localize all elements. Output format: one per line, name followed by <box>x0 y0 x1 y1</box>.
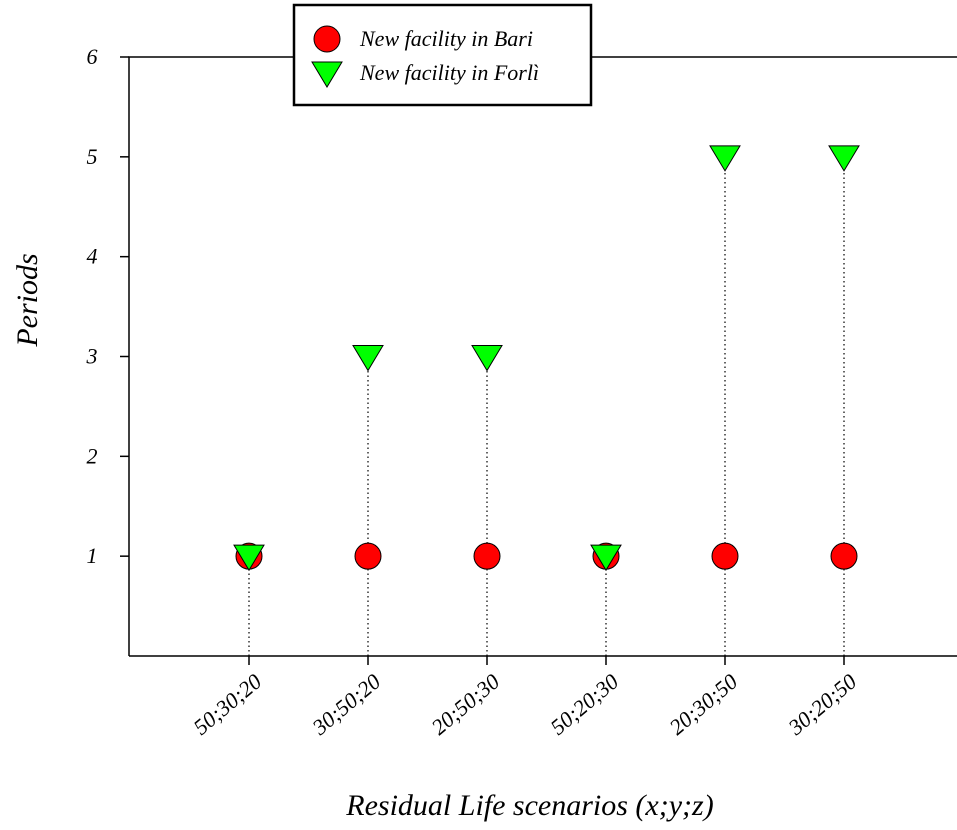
x-axis-title: Residual Life scenarios (x;y;z) <box>345 789 713 822</box>
x-tick-label: 20;30;50 <box>664 669 742 740</box>
y-tick-label: 4 <box>87 244 98 269</box>
forli-point <box>233 544 265 572</box>
y-tick-label: 3 <box>86 344 98 369</box>
y-tick-label: 2 <box>87 443 98 468</box>
y-axis-title: Periods <box>11 253 44 347</box>
bari-point <box>473 542 501 570</box>
x-tick-label: 30;20;50 <box>783 669 862 741</box>
legend-label: New facility in Bari <box>359 26 533 51</box>
forli-point <box>590 544 622 572</box>
legend-bari-marker <box>313 25 341 53</box>
forli-point <box>352 345 384 372</box>
bari-point <box>354 542 382 570</box>
x-tick-label: 30;50;20 <box>307 669 386 741</box>
legend-box <box>292 3 593 107</box>
data-markers <box>233 145 860 572</box>
drop-lines <box>248 156 845 656</box>
x-tick-label: 20;50;30 <box>426 669 504 740</box>
legend: New facility in Bari New facility in Forl… <box>292 3 593 107</box>
legend-label: New facility in Forlì <box>359 60 539 85</box>
legend-forli-marker <box>311 61 343 88</box>
x-tick-label: 50;20;30 <box>545 669 623 740</box>
y-tick-label: 6 <box>87 44 98 69</box>
forli-point <box>828 145 860 172</box>
x-tick-label: 50;30;20 <box>188 669 266 740</box>
forli-point <box>471 345 503 372</box>
bari-point <box>711 542 739 570</box>
forli-point <box>709 145 741 172</box>
y-tick-label: 5 <box>87 144 98 169</box>
bari-point <box>830 542 858 570</box>
x-axis-ticks: 50;30;20 30;50;20 20;50;30 50;20;30 20;30;50… <box>188 656 861 740</box>
y-axis-ticks: 1 2 3 4 5 6 <box>86 44 129 568</box>
y-tick-label: 1 <box>87 543 98 568</box>
